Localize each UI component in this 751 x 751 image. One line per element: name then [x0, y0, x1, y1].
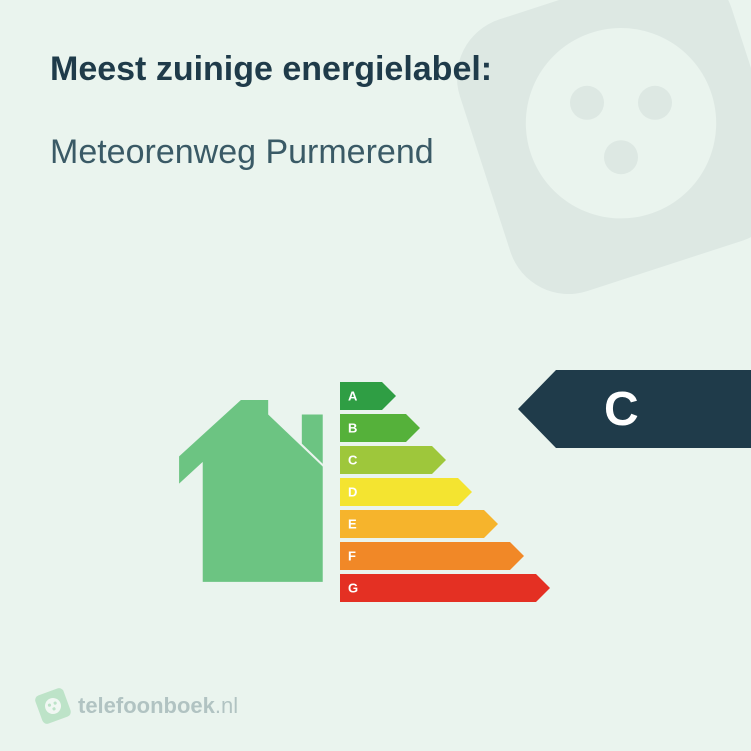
bar-label: G: [348, 581, 358, 596]
bar-body: B: [340, 414, 406, 442]
footer: telefoonboek.nl: [38, 691, 238, 721]
footer-brand: telefoonboek.nl: [78, 693, 238, 719]
bar-label: F: [348, 549, 356, 564]
energy-bar-d: D: [340, 478, 536, 506]
footer-logo-icon: [34, 687, 72, 725]
rating-letter: C: [604, 382, 639, 437]
energy-card: Meest zuinige energielabel: Meteorenweg …: [0, 0, 751, 751]
bar-arrow-icon: [432, 446, 446, 474]
bar-arrow-icon: [536, 574, 550, 602]
house-icon: [160, 400, 340, 600]
bar-arrow-icon: [382, 382, 396, 410]
bar-label: A: [348, 389, 357, 404]
bar-arrow-icon: [458, 478, 472, 506]
energy-bar-f: F: [340, 542, 536, 570]
bar-body: E: [340, 510, 484, 538]
bar-body: G: [340, 574, 536, 602]
energy-bars: A B C D E F G: [340, 382, 536, 606]
rating-badge: C: [556, 370, 751, 448]
bar-body: C: [340, 446, 432, 474]
energy-bar-c: C: [340, 446, 536, 474]
bar-label: D: [348, 485, 357, 500]
energy-bar-a: A: [340, 382, 536, 410]
bar-body: A: [340, 382, 382, 410]
energy-bar-b: B: [340, 414, 536, 442]
footer-brand-name: telefoonboek: [78, 693, 215, 718]
bar-arrow-icon: [406, 414, 420, 442]
bar-label: B: [348, 421, 357, 436]
bar-label: C: [348, 453, 357, 468]
bar-label: E: [348, 517, 357, 532]
bar-arrow-icon: [510, 542, 524, 570]
card-title: Meest zuinige energielabel:: [50, 50, 701, 89]
card-subtitle: Meteorenweg Purmerend: [50, 133, 701, 172]
bar-body: F: [340, 542, 510, 570]
bar-arrow-icon: [484, 510, 498, 538]
energy-bar-e: E: [340, 510, 536, 538]
bar-body: D: [340, 478, 458, 506]
footer-brand-tld: .nl: [215, 693, 238, 718]
energy-bar-g: G: [340, 574, 536, 602]
